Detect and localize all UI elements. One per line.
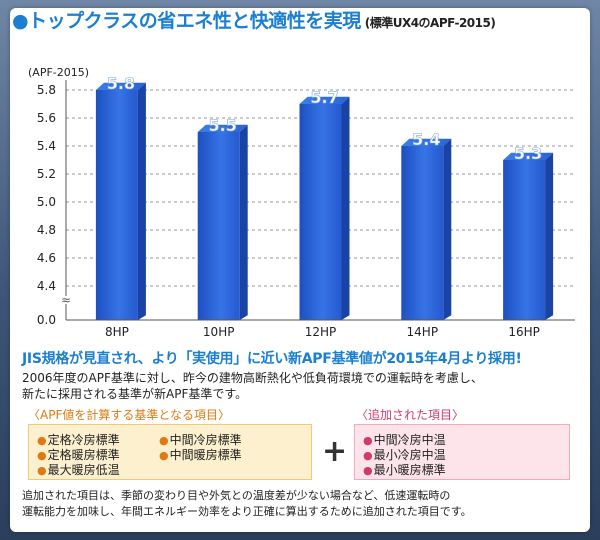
bar-side (443, 138, 452, 320)
bar-top (197, 124, 248, 132)
title-main: トップクラスの省エネ性と快適性を実現 (28, 10, 361, 32)
bar-side (137, 82, 146, 320)
y-tick-label: 0.0 (37, 313, 56, 327)
bar (299, 104, 342, 320)
bar (197, 132, 240, 320)
bar-value-label: 5.4 (412, 130, 440, 149)
x-tick-label: 16HP (508, 325, 540, 339)
apf-bar-chart: (APF-2015) 5.8 5.5 5.7 5.4 5.3 5.8 5.6 5.4 5.2 5… (28, 66, 575, 339)
list-item: ●最小暖房標準 (363, 463, 446, 477)
bar-value-label: 5.8 (107, 74, 135, 93)
bullet-icon: ● (159, 434, 169, 447)
description-line-2: 新たに採用される基準が新APF基準です。 (22, 387, 248, 401)
footnote-line-2: 運転能力を加味し、年間エネルギー効率をより正確に算出するために追加された項目です… (22, 505, 472, 518)
bullet-icon: ● (37, 449, 47, 462)
footnote: 追加された項目は、季節の変わり目や外気との温度差が少ない場合など、低速運転時の … (22, 488, 578, 520)
x-tick-label: 8HP (105, 325, 129, 339)
left-box-caption: 〈APF値を計算する基準となる項目〉 (28, 408, 230, 422)
list-item: ●最大暖房低温 (37, 463, 120, 477)
y-tick-label: 4.4 (37, 279, 56, 293)
bar-side (545, 152, 554, 320)
title-subtitle: (標準UX4のAPF-2015) (364, 16, 496, 30)
description: 2006年度のAPF基準に対し、昨今の建物高断熱化や低負荷環境での運転時を考慮し… (22, 370, 578, 402)
x-tick-label: 14HP (407, 325, 439, 339)
bullet-icon: ● (363, 449, 373, 462)
list-item: ●定格暖房標準 (37, 448, 120, 462)
page-title: ●トップクラスの省エネ性と快適性を実現 (標準UX4のAPF-2015) (12, 6, 572, 33)
y-tick-label: 4.6 (37, 251, 56, 265)
bar-top (401, 138, 452, 146)
title-bullet: ● (12, 10, 29, 32)
description-line-1: 2006年度のAPF基準に対し、昨今の建物高断熱化や低負荷環境での運転時を考慮し… (22, 371, 483, 385)
list-item: ●中間冷房標準 (159, 433, 242, 447)
apf-base-items-box: ●定格冷房標準 ●中間冷房標準 ●定格暖房標準 ●中間暖房標準 ●最大暖房低温 (28, 424, 312, 480)
bar (95, 90, 138, 320)
y-tick-label: 5.8 (37, 83, 56, 97)
bullet-icon: ● (363, 434, 373, 447)
y-tick-label: 4.8 (37, 223, 56, 237)
bullet-icon: ● (37, 464, 47, 477)
right-box-caption: 〈追加された項目〉 (356, 408, 465, 422)
y-axis-label: (APF-2015) (28, 66, 89, 79)
bar (503, 160, 546, 320)
y-tick-label: 5.0 (37, 195, 56, 209)
added-items-box: ●中間冷房中温 ●最小冷房中温 ●最小暖房標準 (354, 424, 570, 480)
list-item: ●定格冷房標準 (37, 433, 120, 447)
list-item: ●中間冷房中温 (363, 433, 446, 447)
bar-top (95, 82, 146, 90)
footnote-line-1: 追加された項目は、季節の変わり目や外気との温度差が少ない場合など、低速運転時の (22, 489, 451, 502)
plus-icon: + (322, 434, 348, 469)
bar-top (503, 152, 554, 160)
bar-side (239, 124, 248, 320)
list-item: ●中間暖房標準 (159, 448, 242, 462)
list-item: ●最小冷房中温 (363, 448, 446, 462)
bar-side (341, 96, 350, 320)
bullet-icon: ● (159, 449, 169, 462)
headline: JIS規格が見直され、より「実使用」に近い新APF基準値が2015年4月より採用… (22, 351, 522, 367)
y-tick-label: 5.6 (37, 111, 56, 125)
y-tick-label: 5.2 (37, 167, 56, 181)
bar (401, 146, 444, 320)
bar-value-label: 5.7 (310, 88, 338, 107)
bullet-icon: ● (363, 464, 373, 477)
x-tick-label: 12HP (305, 325, 337, 339)
axis-break-mark: ≈ (61, 293, 71, 307)
bar-value-label: 5.3 (514, 144, 542, 163)
bullet-icon: ● (37, 434, 47, 447)
axis-break-mask (61, 296, 71, 304)
x-tick-label: 10HP (203, 325, 235, 339)
y-tick-label: 5.4 (37, 139, 56, 153)
bar-value-label: 5.5 (209, 116, 237, 135)
bar-top (299, 96, 350, 104)
